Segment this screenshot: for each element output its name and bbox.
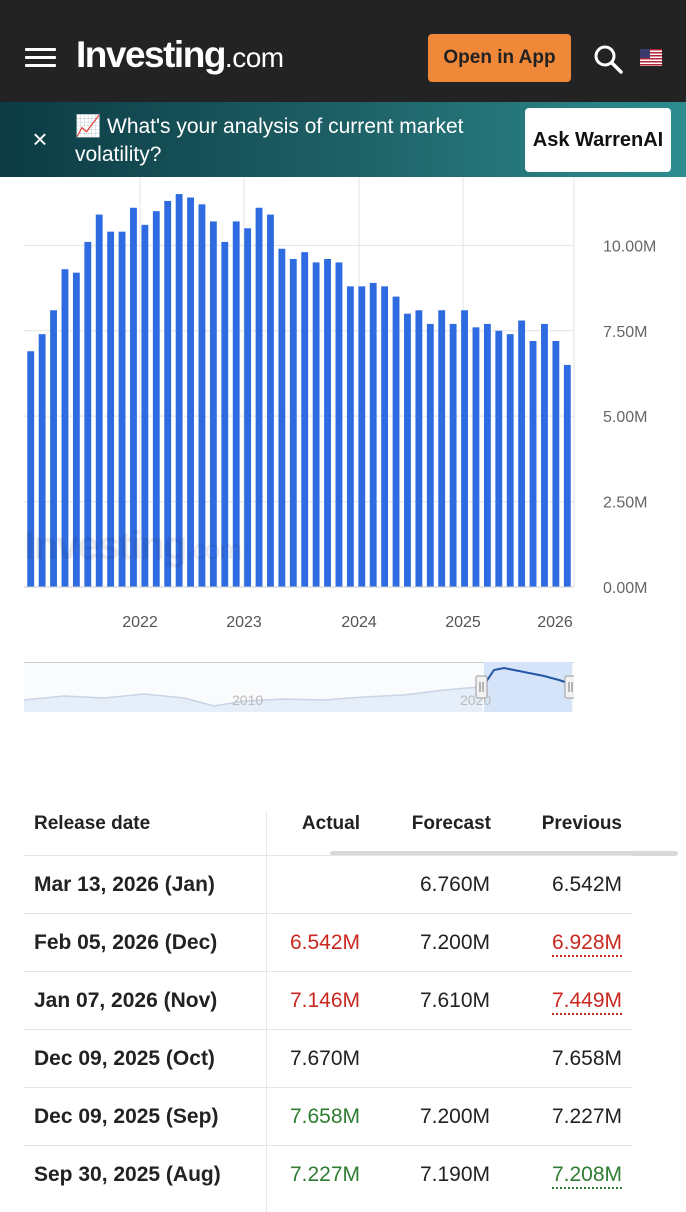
bar[interactable]	[472, 327, 480, 587]
bar[interactable]	[289, 259, 297, 587]
bar[interactable]	[301, 252, 309, 588]
bar[interactable]	[72, 272, 80, 587]
chart-canvas: 0.00M 2.50M 5.00M 7.50M 10.00M 2022 2023 2024 20…	[24, 177, 656, 631]
bar[interactable]	[529, 341, 537, 587]
y-tick-label: 10.00M	[603, 238, 656, 255]
horizontal-scrollbar[interactable]	[330, 851, 678, 856]
bar[interactable]	[483, 323, 491, 587]
bar[interactable]	[381, 286, 389, 587]
bar[interactable]	[495, 330, 503, 587]
bar[interactable]	[552, 341, 560, 587]
bar[interactable]	[563, 364, 571, 587]
y-tick-label: 5.00M	[603, 409, 647, 426]
bar-chart: 0.00M 2.50M 5.00M 7.50M 10.00M 2022 2023 2024 20…	[0, 177, 686, 647]
bar[interactable]	[107, 231, 115, 588]
bar[interactable]	[38, 334, 46, 587]
ask-warrenai-button[interactable]: Ask WarrenAI	[525, 108, 671, 172]
bar[interactable]	[244, 228, 252, 587]
table-row[interactable]: Mar 13, 2026 (Jan) 6.760M 6.542M	[24, 855, 632, 913]
bar[interactable]	[541, 323, 548, 587]
bar[interactable]	[335, 262, 343, 587]
bar[interactable]	[324, 259, 331, 587]
bar[interactable]	[278, 248, 286, 587]
bar[interactable]	[141, 224, 149, 587]
x-tick-label: 2023	[226, 614, 262, 631]
x-tick-label: 2022	[122, 614, 158, 631]
bar[interactable]	[152, 211, 160, 588]
promo-banner: × 📈 What's your analysis of current mark…	[0, 102, 686, 177]
table-row[interactable]: Sep 30, 2025 (Aug) 7.227M 7.190M 7.208M	[24, 1145, 632, 1203]
bar[interactable]	[506, 334, 514, 587]
y-tick-label: 0.00M	[603, 580, 647, 597]
search-icon[interactable]	[593, 44, 623, 74]
navigator-left-handle[interactable]	[475, 675, 488, 699]
bar[interactable]	[449, 323, 457, 587]
bar[interactable]	[267, 214, 274, 587]
navigator-right-handle[interactable]	[564, 675, 574, 699]
bar[interactable]	[312, 262, 320, 587]
banner-message: 📈 What's your analysis of current market…	[75, 115, 464, 166]
table-row[interactable]: Jan 07, 2026 (Nov) 7.146M 7.610M 7.449M	[24, 971, 632, 1029]
bar[interactable]	[415, 310, 423, 587]
header-forecast: Forecast	[411, 813, 491, 834]
chart-navigator[interactable]: 2010 2020	[24, 662, 574, 712]
top-header: Investing.com Open in App	[0, 0, 686, 102]
bar[interactable]	[461, 310, 468, 587]
bar[interactable]	[255, 207, 263, 587]
bar[interactable]	[358, 286, 366, 587]
bar[interactable]	[187, 197, 194, 588]
table-header: Release date Actual Forecast Previous	[24, 795, 686, 856]
y-tick-label: 2.50M	[603, 495, 647, 512]
bar[interactable]	[118, 231, 126, 588]
header-previous: Previous	[541, 813, 622, 834]
navigator-label-2010: 2010	[232, 692, 263, 708]
bar[interactable]	[369, 282, 377, 587]
bar[interactable]	[209, 221, 217, 588]
investing-logo[interactable]: Investing.com	[76, 34, 284, 75]
bar[interactable]	[404, 313, 411, 587]
bar[interactable]	[232, 221, 240, 588]
bar[interactable]	[438, 310, 446, 587]
menu-icon[interactable]	[25, 48, 56, 68]
bar[interactable]	[198, 204, 206, 587]
bar[interactable]	[346, 286, 354, 587]
table-row[interactable]: Dec 09, 2025 (Sep) 7.658M 7.200M 7.227M	[24, 1087, 632, 1145]
x-tick-label: 2026	[537, 614, 573, 631]
column-divider	[266, 812, 267, 1212]
bar[interactable]	[50, 310, 57, 587]
bar[interactable]	[27, 351, 35, 587]
release-history-table: Release date Actual Forecast Previous Ma…	[24, 795, 686, 1212]
chart-watermark: Investing.com	[24, 524, 242, 568]
us-flag-icon[interactable]	[640, 49, 662, 66]
bar[interactable]	[164, 200, 172, 588]
y-tick-label: 7.50M	[603, 324, 647, 341]
close-icon[interactable]: ×	[32, 124, 48, 154]
bar[interactable]	[95, 214, 103, 587]
bar[interactable]	[518, 320, 526, 588]
bar[interactable]	[392, 296, 400, 587]
table-row[interactable]: Feb 05, 2026 (Dec) 6.542M 7.200M 6.928M	[24, 913, 632, 971]
table-row[interactable]: Dec 09, 2025 (Oct) 7.670M 7.658M	[24, 1029, 632, 1087]
header-actual: Actual	[301, 813, 360, 834]
bar[interactable]	[84, 241, 92, 588]
header-release-date: Release date	[34, 813, 151, 834]
x-tick-label: 2024	[341, 614, 377, 631]
chart-emoji-icon: 📈	[75, 115, 102, 138]
bar[interactable]	[426, 323, 434, 587]
bar[interactable]	[175, 194, 183, 587]
open-in-app-button[interactable]: Open in App	[428, 34, 571, 82]
x-tick-label: 2025	[445, 614, 481, 631]
bar[interactable]	[221, 241, 229, 588]
bar[interactable]	[61, 269, 69, 587]
bar[interactable]	[130, 207, 137, 587]
